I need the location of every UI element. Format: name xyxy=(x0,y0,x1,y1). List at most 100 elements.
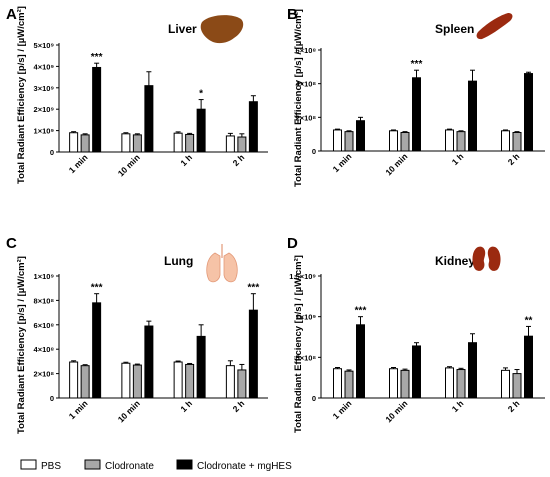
y-axis-label-a: Total Radiant Efficiency [p/s] / [µW/cm²… xyxy=(16,6,27,184)
bar-clodronate xyxy=(456,131,466,152)
y-tick-label: 4×10⁹ xyxy=(34,62,55,71)
bar-clodronate xyxy=(512,373,522,399)
bar-pbs xyxy=(69,132,79,153)
bar-clodronate xyxy=(456,369,466,399)
panel-a: A Liver Total Radiant Efficiency [p/s] /… xyxy=(6,6,268,184)
bar-clodronate xyxy=(132,134,142,153)
y-tick-label: 4×10⁸ xyxy=(296,80,317,89)
bar-clodronate xyxy=(400,369,410,399)
bar-clodronate-mghes xyxy=(144,325,154,399)
y-tick-label: 1×10⁹ xyxy=(296,313,317,322)
bar-pbs xyxy=(445,367,454,399)
y-tick-label: 1×10⁹ xyxy=(34,127,55,136)
bars-d: *** 1 min 10 min 1 h ** 2 h xyxy=(331,306,533,424)
significance-marker: ** xyxy=(525,315,533,326)
y-tick-label: 1×10⁹ xyxy=(34,272,55,281)
legend-label-clodronate: Clodronate xyxy=(105,461,154,472)
bar-clodronate-mghes xyxy=(144,85,154,153)
bars-a: *** 1 min 10 min * 1 h 2 h xyxy=(67,52,258,178)
bar-clodronate xyxy=(400,131,410,152)
category-label: 1 min xyxy=(331,151,354,174)
category-label: 1 min xyxy=(67,398,90,421)
bar-clodronate xyxy=(237,369,247,399)
panel-title-lung: Lung xyxy=(164,254,193,268)
bar-clodronate-mghes xyxy=(248,101,258,153)
bar-pbs xyxy=(501,130,510,152)
bars-c: *** 1 min 10 min 1 h *** 2 h xyxy=(67,283,260,425)
significance-marker: * xyxy=(199,89,203,100)
bar-clodronate xyxy=(237,136,247,153)
bar-clodronate xyxy=(185,133,195,153)
y-tick-label: 2×10⁹ xyxy=(34,105,55,114)
bar-clodronate-mghes xyxy=(412,345,421,399)
category-label: 1 h xyxy=(178,152,194,168)
panel-title-liver: Liver xyxy=(168,22,197,36)
category-label: 1 h xyxy=(450,151,466,167)
bar-pbs xyxy=(333,129,342,152)
category-label: 1 h xyxy=(450,398,466,414)
significance-marker: *** xyxy=(91,52,103,63)
y-tick-label: 8×10⁸ xyxy=(34,296,55,305)
y-tick-label: 0 xyxy=(50,394,54,403)
category-label: 10 min xyxy=(383,398,409,424)
significance-marker: *** xyxy=(248,283,260,294)
panel-c: C Lung Total Radiant Efficiency [p/s] / … xyxy=(6,235,268,434)
bar-clodronate-mghes xyxy=(468,80,477,152)
category-label: 1 min xyxy=(67,152,90,175)
bar-clodronate-mghes xyxy=(196,335,206,399)
y-tick-label: 1.5×10⁹ xyxy=(289,272,316,281)
panel-letter-d: D xyxy=(287,235,298,252)
category-label: 10 min xyxy=(116,398,142,424)
legend-label-pbs: PBS xyxy=(41,461,61,472)
bar-pbs xyxy=(389,130,398,152)
bar-pbs xyxy=(333,368,342,399)
kidney-icon xyxy=(472,246,501,271)
category-label: 1 h xyxy=(178,398,194,414)
panel-d: D Kidney Total Radiant Efficiency [p/s] … xyxy=(287,235,545,433)
y-tick-label: 5×10⁹ xyxy=(34,41,55,50)
category-label: 1 min xyxy=(331,398,354,421)
bar-clodronate xyxy=(344,370,354,399)
y-tick-label: 0 xyxy=(312,147,316,156)
bar-clodronate xyxy=(344,131,354,152)
bar-clodronate xyxy=(185,363,195,399)
y-tick-label: 3×10⁹ xyxy=(34,84,55,93)
bar-clodronate-mghes xyxy=(524,73,533,152)
category-label: 2 h xyxy=(506,151,522,167)
y-tick-label: 6×10⁸ xyxy=(296,46,317,55)
bar-pbs xyxy=(121,133,131,153)
bar-clodronate-mghes xyxy=(356,324,365,399)
y-tick-label: 2×10⁸ xyxy=(296,113,317,122)
panel-title-spleen: Spleen xyxy=(435,22,474,36)
bar-pbs xyxy=(225,365,235,399)
legend-swatch-clodronate xyxy=(84,459,101,470)
bar-clodronate-mghes xyxy=(196,108,206,153)
panel-letter-c: C xyxy=(6,235,17,252)
category-label: 2 h xyxy=(506,398,522,414)
bar-pbs xyxy=(121,362,131,399)
bar-pbs xyxy=(389,368,398,399)
y-tick-label: 5×10⁸ xyxy=(296,353,317,362)
liver-icon xyxy=(200,15,244,44)
legend: PBS Clodronate Clodronate + mgHES xyxy=(20,459,292,472)
bar-clodronate-mghes xyxy=(524,335,533,399)
bar-clodronate-mghes xyxy=(412,77,421,152)
bar-clodronate-mghes xyxy=(92,66,102,153)
bar-pbs xyxy=(501,369,510,399)
bar-clodronate xyxy=(132,364,142,399)
bar-pbs xyxy=(445,129,454,152)
significance-marker: *** xyxy=(91,283,103,294)
category-label: 10 min xyxy=(116,152,142,178)
y-tick-label: 4×10⁸ xyxy=(34,345,55,354)
panel-letter-a: A xyxy=(6,6,17,23)
category-label: 2 h xyxy=(231,152,247,168)
bars-b: 1 min *** 10 min 1 h 2 h xyxy=(331,59,533,177)
significance-marker: *** xyxy=(411,59,423,70)
bar-pbs xyxy=(225,135,235,153)
bar-clodronate-mghes xyxy=(356,120,365,152)
significance-marker: *** xyxy=(355,306,367,317)
bar-pbs xyxy=(69,361,79,399)
lung-icon xyxy=(206,244,238,283)
axes-c: 0 2×10⁸ 4×10⁸ 6×10⁸ 8×10⁸ 1×10⁹ xyxy=(34,272,268,403)
